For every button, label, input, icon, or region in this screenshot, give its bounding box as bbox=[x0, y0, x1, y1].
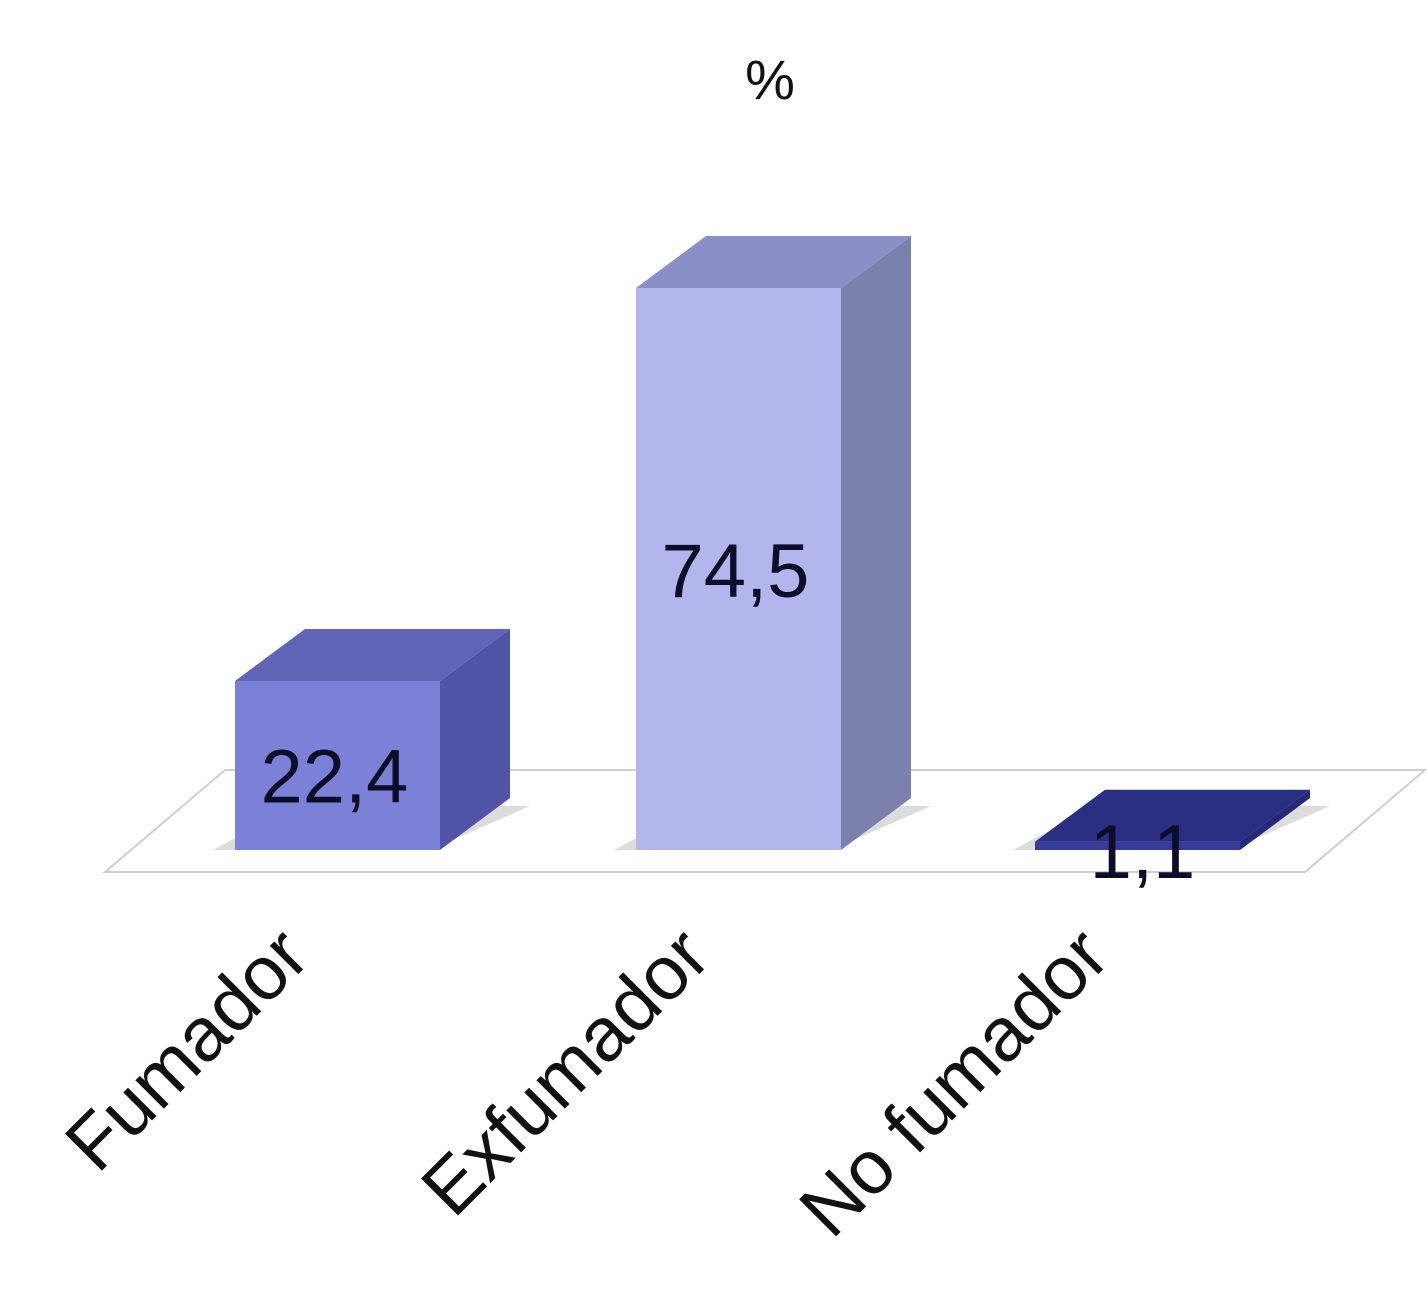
bar-front-no-fumador bbox=[1035, 841, 1240, 850]
value-label-fumador: 22,4 bbox=[261, 735, 409, 820]
bar-side-no-fumador bbox=[1240, 789, 1310, 850]
bar-top-no-fumador bbox=[1035, 789, 1310, 842]
bar-front-exfumador bbox=[636, 288, 841, 850]
bar-side-fumador bbox=[440, 629, 510, 850]
chart-title: % bbox=[745, 48, 795, 111]
category-label-fumador: Fumador bbox=[49, 912, 324, 1187]
category-label-no-fumador: No fumador bbox=[784, 912, 1125, 1253]
bar-top-exfumador bbox=[636, 236, 911, 288]
value-label-exfumador: 74,5 bbox=[662, 529, 810, 614]
bar-top-fumador bbox=[235, 629, 510, 682]
category-label-exfumador: Exfumador bbox=[406, 912, 726, 1232]
bar-front-fumador bbox=[235, 681, 440, 850]
bar-side-exfumador bbox=[841, 236, 911, 850]
value-label-no-fumador: 1,1 bbox=[1090, 810, 1196, 895]
